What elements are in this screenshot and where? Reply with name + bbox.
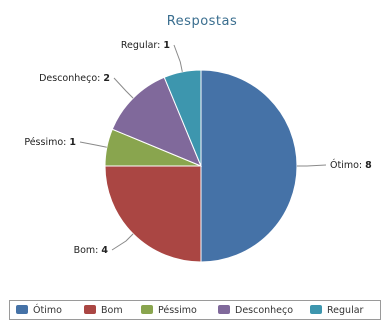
- slice-label-value: 4: [101, 245, 108, 256]
- pie-slice-desconheco[interactable]: [111, 76, 202, 167]
- slice-label: Bom: 4: [74, 245, 109, 256]
- leader-line: [297, 164, 327, 167]
- leader-line: [79, 141, 107, 148]
- legend-item[interactable]: Ótimo: [33, 304, 62, 316]
- slice-label-value: 1: [163, 40, 170, 51]
- slice-label-name: Bom:: [74, 245, 102, 256]
- chart-title: Respostas: [167, 14, 238, 29]
- legend-item[interactable]: Desconheço: [235, 305, 293, 316]
- legend-swatch: [84, 305, 96, 314]
- slice-label-name: Desconheço:: [39, 73, 103, 84]
- leader-line: [111, 233, 134, 251]
- slice-label-name: Ótimo:: [330, 159, 365, 171]
- slice-label: Péssimo: 1: [24, 137, 76, 148]
- legend-item[interactable]: Bom: [101, 305, 123, 316]
- slice-label-name: Regular:: [121, 40, 164, 51]
- leader-line: [113, 77, 134, 99]
- slice-labels: Ótimo: 8 Bom: 4 Péssimo: 1 Desconheço: 2 Reg…: [24, 40, 372, 256]
- legend-swatch: [141, 305, 153, 314]
- legend-swatch: [218, 305, 230, 314]
- slice-label-name: Péssimo:: [24, 137, 69, 148]
- legend-swatch: [16, 305, 28, 314]
- pie-slices: [104, 69, 298, 263]
- legend-box: [9, 300, 381, 320]
- pie-slice-otimo[interactable]: [200, 69, 298, 263]
- slice-label: Ótimo: 8: [330, 159, 372, 171]
- legend-item[interactable]: Péssimo: [158, 305, 197, 316]
- slice-label-value: 8: [365, 160, 372, 171]
- legend: Ótimo Bom Péssimo Desconheço Regular: [9, 300, 381, 320]
- pie-slice-regular[interactable]: [163, 69, 202, 167]
- slice-label-value: 2: [103, 73, 110, 84]
- leader-line: [173, 44, 183, 72]
- slice-label-value: 1: [69, 137, 76, 148]
- slice-label: Regular: 1: [121, 40, 170, 51]
- legend-item[interactable]: Regular: [327, 305, 364, 316]
- legend-swatch: [310, 305, 322, 314]
- slice-label: Desconheço: 2: [39, 73, 110, 84]
- pie-slice-bom[interactable]: [104, 165, 202, 263]
